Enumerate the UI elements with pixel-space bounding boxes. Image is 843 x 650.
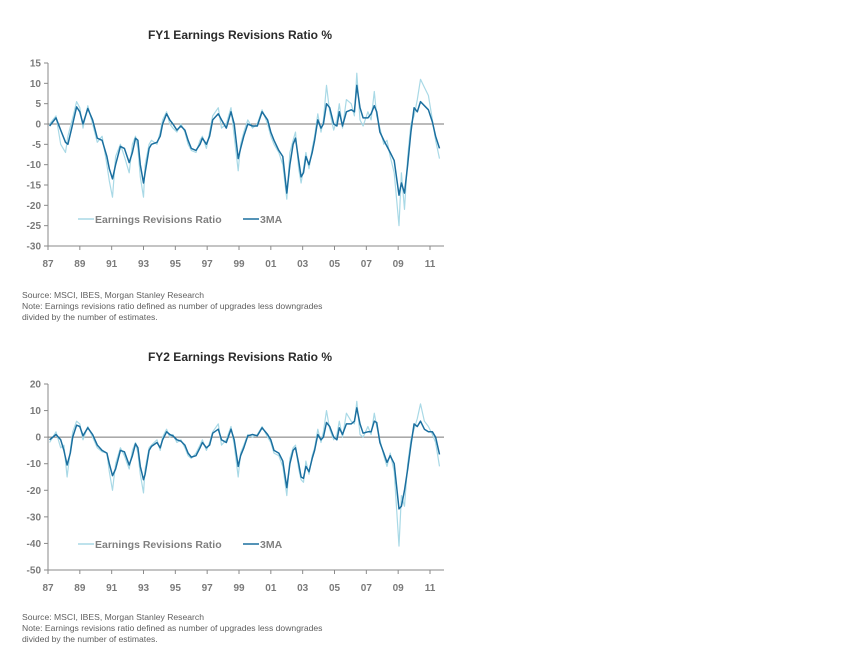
y-tick-label: 5 — [35, 99, 41, 110]
x-tick-label: 89 — [74, 259, 86, 270]
x-tick-label: 89 — [74, 583, 86, 594]
fy1-chart: FY1 Earnings Revisions Ratio % 15 10 5 0 -5 -… — [22, 28, 444, 322]
x-tick-label: 95 — [170, 259, 182, 270]
x-tick-label: 93 — [138, 583, 150, 594]
x-tick-label: 93 — [138, 259, 150, 270]
x-tick-label: 01 — [265, 259, 277, 270]
x-tick-label: 09 — [393, 259, 405, 270]
x-tick-label: 11 — [425, 583, 436, 594]
x-tick-label: 87 — [42, 583, 54, 594]
y-tick-label: -15 — [27, 181, 42, 192]
x-tick-label: 91 — [106, 583, 118, 594]
y-tick-label: -30 — [27, 242, 42, 253]
y-tick-label: -10 — [27, 160, 42, 171]
source-note: Source: MSCI, IBES, Morgan Stanley Resea… — [22, 290, 204, 300]
series-line-earnings-revisions-ratio — [49, 400, 441, 547]
x-tick-label: 11 — [425, 259, 436, 270]
series-line-3ma — [49, 84, 441, 196]
y-tick-label: 0 — [35, 433, 41, 444]
definition-note: Note: Earnings revisions ratio defined a… — [22, 301, 322, 311]
chart-title: FY2 Earnings Revisions Ratio % — [148, 350, 332, 364]
y-tick-label: -30 — [27, 512, 42, 523]
x-tick-label: 87 — [42, 259, 54, 270]
legend-label-raw: Earnings Revisions Ratio — [95, 214, 222, 226]
definition-note-cont: divided by the number of estimates. — [22, 312, 158, 322]
definition-note: Note: Earnings revisions ratio defined a… — [22, 623, 322, 633]
x-tick-label: 97 — [202, 583, 214, 594]
y-tick-label: -25 — [27, 221, 42, 232]
x-tick-label: 03 — [297, 583, 309, 594]
y-tick-label: -5 — [32, 140, 41, 151]
legend-label-raw: Earnings Revisions Ratio — [95, 539, 222, 551]
y-tick-label: 0 — [35, 120, 41, 131]
definition-note-cont: divided by the number of estimates. — [22, 634, 158, 644]
x-tick-label: 01 — [265, 583, 277, 594]
legend: Earnings Revisions Ratio 3MA — [78, 214, 283, 226]
y-tick-label: -20 — [27, 486, 42, 497]
legend: Earnings Revisions Ratio 3MA — [78, 539, 283, 551]
chart-title: FY1 Earnings Revisions Ratio % — [148, 28, 332, 42]
x-tick-label: 99 — [233, 259, 245, 270]
x-tick-label: 05 — [329, 259, 341, 270]
x-tick-label: 07 — [361, 259, 373, 270]
x-tick-label: 07 — [361, 583, 373, 594]
x-tick-label: 95 — [170, 583, 182, 594]
legend-label-3ma: 3MA — [260, 214, 283, 226]
y-tick-label: -50 — [27, 566, 42, 577]
y-tick-label: -10 — [27, 459, 42, 470]
fy2-chart: FY2 Earnings Revisions Ratio % 20 10 0 -10 -… — [22, 350, 444, 644]
x-tick-label: 97 — [202, 259, 214, 270]
y-tick-label: 10 — [30, 406, 42, 417]
y-tick-label: 15 — [30, 59, 42, 70]
series-line-earnings-revisions-ratio — [49, 72, 441, 227]
y-tick-label: 20 — [30, 380, 42, 391]
x-tick-label: 05 — [329, 583, 341, 594]
x-tick-label: 03 — [297, 259, 309, 270]
x-tick-label: 99 — [233, 583, 245, 594]
y-tick-label: -40 — [27, 539, 42, 550]
x-tick-label: 91 — [106, 259, 118, 270]
y-tick-label: 10 — [30, 79, 42, 90]
y-tick-label: -20 — [27, 201, 42, 212]
legend-label-3ma: 3MA — [260, 539, 283, 551]
source-note: Source: MSCI, IBES, Morgan Stanley Resea… — [22, 612, 204, 622]
x-tick-label: 09 — [393, 583, 405, 594]
series-line-3ma — [49, 407, 441, 510]
